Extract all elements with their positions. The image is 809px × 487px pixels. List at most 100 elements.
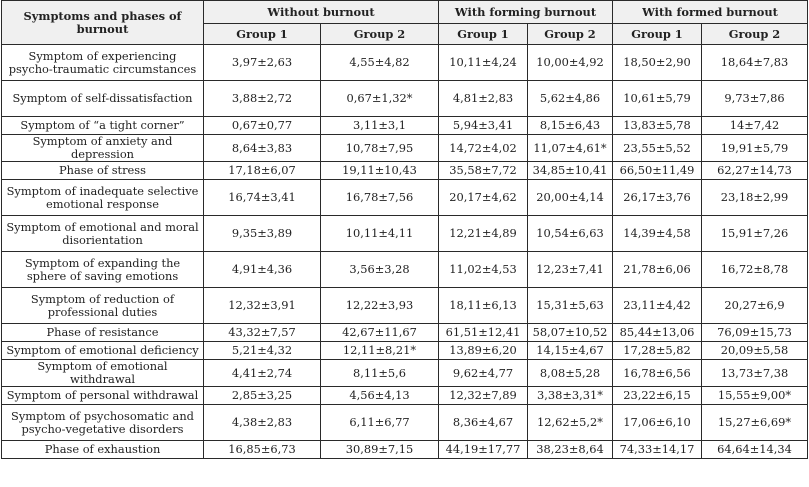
table-row: Symptom of emotional deficiency 5,21±4,32…: [1, 341, 809, 360]
table-row: Phase of exhaustion 16,85±6,73 30,89±7,15 4…: [1, 440, 809, 459]
table-cell: 3,88±2,72: [203, 80, 321, 117]
table-row: Symptom of self-dissatisfaction 3,88±2,72…: [1, 80, 809, 117]
table-row: Phase of stress 17,18±6,07 19,11±10,43 35,5…: [1, 161, 809, 180]
table-cell: 62,27±14,73: [700, 161, 809, 180]
table-cell: 4,91±4,36: [203, 251, 321, 288]
table-cell: 38,23±8,64: [527, 440, 613, 459]
table-cell: 9,62±4,77: [438, 359, 528, 387]
row-label: Symptom of personal withdrawal: [1, 386, 204, 405]
table-cell: 0,67±1,32*: [320, 80, 439, 117]
table-cell: 11,07±4,61*: [527, 134, 613, 162]
table-cell: 23,22±6,15: [612, 386, 702, 405]
table-cell: 9,35±3,89: [203, 215, 321, 252]
table-cell: 4,56±4,13: [320, 386, 439, 405]
row-label: Symptom of inadequate selective emotiona…: [1, 179, 204, 216]
table-cell: 61,51±12,41: [438, 323, 528, 342]
table-cell: 5,21±4,32: [203, 341, 321, 360]
table-cell: 12,11±8,21*: [320, 341, 439, 360]
table-cell: 19,91±5,79: [700, 134, 809, 162]
table-cell: 76,09±15,73: [700, 323, 809, 342]
table-cell: 15,31±5,63: [527, 287, 613, 324]
table-cell: 10,11±4,24: [438, 44, 528, 81]
table-row: Symptom of “a tight corner” 0,67±0,77 3,11…: [1, 116, 809, 135]
row-label: Symptom of emotional and moral disorient…: [1, 215, 204, 252]
table-cell: 8,15±6,43: [527, 116, 613, 135]
table-cell: 5,62±4,86: [527, 80, 613, 117]
corner-header: Symptoms and phases of burnout: [1, 0, 204, 45]
group-header-formed-burnout: With formed burnout: [611, 0, 809, 24]
subgroup-header: Group 2: [320, 23, 439, 45]
table-cell: 17,28±5,82: [612, 341, 702, 360]
table-cell: 4,38±2,83: [203, 404, 321, 441]
table-cell: 20,17±4,62: [438, 179, 528, 216]
row-label: Phase of stress: [1, 161, 204, 180]
table-cell: 17,06±6,10: [612, 404, 702, 441]
row-label: Symptom of reduction of professional dut…: [1, 287, 204, 324]
table-cell: 17,18±6,07: [203, 161, 321, 180]
table-cell: 16,78±7,56: [320, 179, 439, 216]
table-row: Symptom of personal withdrawal 2,85±3,25 4…: [1, 386, 809, 405]
table-cell: 20,27±6,9: [700, 287, 809, 324]
subgroup-header: Group 1: [203, 23, 321, 45]
table-cell: 66,50±11,49: [612, 161, 702, 180]
table-cell: 23,11±4,42: [612, 287, 702, 324]
table-cell: 4,81±2,83: [438, 80, 528, 117]
table-cell: 14,39±4,58: [612, 215, 702, 252]
table-cell: 14±7,42: [700, 116, 809, 135]
table-cell: 16,72±8,78: [700, 251, 809, 288]
table-cell: 3,38±3,31*: [527, 386, 613, 405]
group-header-without-burnout: Without burnout: [203, 0, 439, 24]
table-cell: 85,44±13,06: [612, 323, 702, 342]
table-cell: 18,11±6,13: [438, 287, 528, 324]
table-row: Symptom of reduction of professional dut…: [1, 287, 809, 324]
table-cell: 12,22±3,93: [320, 287, 439, 324]
table-header: Symptoms and phases of burnout Without b…: [1, 0, 809, 45]
table-cell: 15,55±9,00*: [700, 386, 809, 405]
row-label: Symptom of self-dissatisfaction: [1, 80, 204, 117]
table-cell: 8,11±5,6: [320, 359, 439, 387]
table-cell: 15,27±6,69*: [700, 404, 809, 441]
table-cell: 10,61±5,79: [612, 80, 702, 117]
table-cell: 35,58±7,72: [438, 161, 528, 180]
table-row: Symptom of anxiety and depression 8,64±3,…: [1, 134, 809, 162]
table-cell: 13,83±5,78: [612, 116, 702, 135]
table-row: Symptom of emotional and moral disorient…: [1, 215, 809, 252]
table-cell: 3,11±3,1: [320, 116, 439, 135]
table-row: Symptom of expanding the sphere of savin…: [1, 251, 809, 288]
table-cell: 8,36±4,67: [438, 404, 528, 441]
table-cell: 4,41±2,74: [203, 359, 321, 387]
table-cell: 64,64±14,34: [700, 440, 809, 459]
table-cell: 10,00±4,92: [527, 44, 613, 81]
table-cell: 42,67±11,67: [320, 323, 439, 342]
subgroup-header: Group 1: [612, 23, 702, 45]
table-cell: 10,11±4,11: [320, 215, 439, 252]
table-cell: 12,23±7,41: [527, 251, 613, 288]
table-cell: 12,32±7,89: [438, 386, 528, 405]
table-cell: 8,64±3,83: [203, 134, 321, 162]
table-cell: 18,50±2,90: [612, 44, 702, 81]
table-cell: 14,15±4,67: [527, 341, 613, 360]
table-cell: 20,09±5,58: [700, 341, 809, 360]
row-label: Phase of resistance: [1, 323, 204, 342]
table-cell: 74,33±14,17: [612, 440, 702, 459]
row-label: Symptom of anxiety and depression: [1, 134, 204, 162]
table-cell: 9,73±7,86: [700, 80, 809, 117]
row-label: Symptom of psychosomatic and psycho-vege…: [1, 404, 204, 441]
table-cell: 44,19±17,77: [438, 440, 528, 459]
table-cell: 16,85±6,73: [203, 440, 321, 459]
table-cell: 14,72±4,02: [438, 134, 528, 162]
table-row: Symptom of inadequate selective emotiona…: [1, 179, 809, 216]
row-label: Symptom of expanding the sphere of savin…: [1, 251, 204, 288]
table-cell: 2,85±3,25: [203, 386, 321, 405]
table-cell: 18,64±7,83: [700, 44, 809, 81]
table-cell: 12,32±3,91: [203, 287, 321, 324]
table-row: Symptom of experiencing psycho-traumatic…: [1, 44, 809, 81]
table-cell: 8,08±5,28: [527, 359, 613, 387]
table-cell: 58,07±10,52: [527, 323, 613, 342]
subgroup-header: Group 2: [527, 23, 613, 45]
group-header-forming-burnout: With forming burnout: [438, 0, 613, 24]
table-cell: 10,78±7,95: [320, 134, 439, 162]
subgroup-header: Group 1: [438, 23, 528, 45]
table-cell: 12,62±5,2*: [527, 404, 613, 441]
table-cell: 21,78±6,06: [612, 251, 702, 288]
